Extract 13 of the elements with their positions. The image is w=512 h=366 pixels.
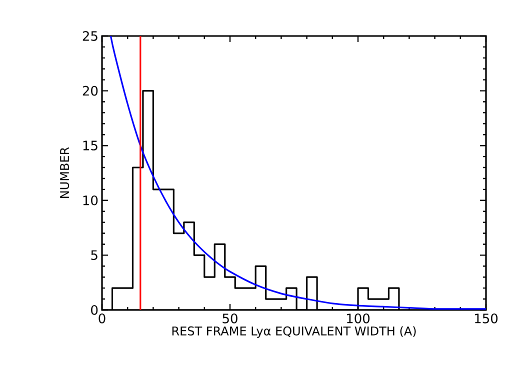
y-tick-label: 5 [91,250,98,260]
y-tick-label: 10 [83,195,98,206]
y-axis-title: NUMBER [60,147,70,198]
y-tick-label: 0 [91,305,98,315]
line-series [110,36,486,310]
x-tick-label: 150 [475,314,498,324]
x-tick-label: 100 [347,314,370,324]
y-tick-label: 25 [82,31,98,41]
y-tick-label: 20 [82,86,98,96]
x-axis-title: REST FRAME Lyα EQUIVALENT WIDTH (A) [172,326,416,338]
x-tick-label: 50 [222,314,238,324]
x-tick-label: 0 [98,314,106,324]
y-tick-label: 15 [83,140,98,150]
